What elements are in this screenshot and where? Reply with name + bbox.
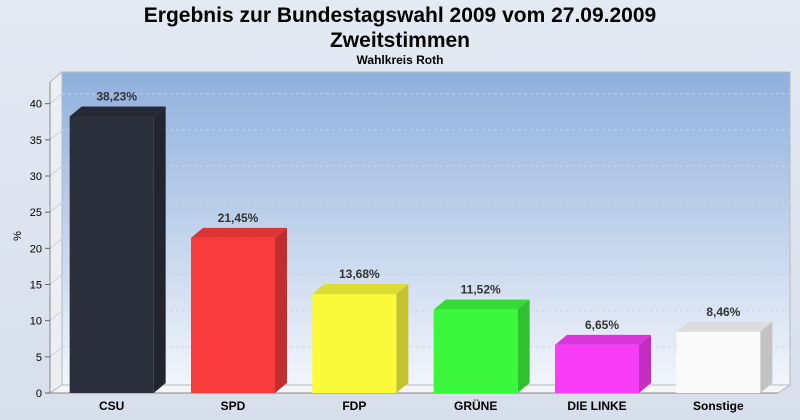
category-label: GRÜNE [454,398,497,413]
bar-side [275,227,287,393]
bar-top [433,299,530,310]
bar [555,334,651,393]
data-label: 38,23% [96,89,137,103]
bar [69,106,166,394]
gridline-wall [49,310,63,322]
bar-side [153,106,166,394]
data-labels: 38,23% 21,45% 13,68% 11,52% 6,65% 8,46% [96,89,740,331]
bar-side [517,299,530,393]
y-tick-label: 35 [30,135,42,147]
plot-area [61,71,791,386]
bar-front [69,116,154,394]
y-axis-label: % [12,231,24,241]
category-label: Sonstige [693,399,744,413]
category-label: DIE LINKE [567,399,626,413]
bar-top [555,334,651,345]
y-tick-label: 40 [30,99,42,111]
y-tick-label: 30 [30,171,42,183]
gridline-wall [49,201,63,213]
y-tick-label: 20 [30,243,42,255]
gridline-wall [49,237,63,249]
gridline-wall [49,165,63,177]
bar-front [555,344,639,393]
y-tick-label: 25 [30,207,42,219]
chart-title: Ergebnis zur Bundestagswahl 2009 vom 27.… [144,4,656,27]
category-labels: CSU SPD FDP GRÜNE DIE LINKE Sonstige [99,398,744,413]
y-tick-label: 15 [30,280,42,292]
bar-side [639,334,651,393]
bar [676,321,773,393]
category-label: FDP [342,399,366,413]
bar-front [312,294,397,393]
gridlines [49,93,790,358]
data-label: 13,68% [339,267,380,281]
bar [433,299,530,393]
category-label: CSU [99,399,124,413]
left-wall [49,70,63,394]
y-tick-label: 0 [36,388,42,400]
bar-top [676,321,773,332]
gridline-wall [49,274,63,285]
bar-top [312,284,409,295]
y-axis-ticks: 0 5 10 15 20 25 30 35 40 [30,99,50,400]
bar [312,284,409,393]
y-tick-label: 10 [30,316,42,328]
category-label: SPD [221,399,246,413]
bar-front [191,237,275,393]
bar-front [433,309,518,393]
chart-subtitle: Wahlkreis Roth [357,53,444,67]
bar-front [676,331,761,393]
bar-side [760,321,773,393]
gridline-wall [49,346,63,358]
data-label: 8,46% [706,305,740,319]
bar-top [69,106,166,117]
y-tick-label: 5 [36,352,42,364]
bar-top [191,227,287,238]
gridline-wall [49,93,63,105]
gridline-wall [49,129,63,141]
data-label: 11,52% [461,283,501,297]
data-label: 6,65% [585,318,619,332]
chart-title-line2: Zweitstimmen [330,29,470,52]
bar [191,227,287,393]
bars [69,106,773,394]
data-label: 21,45% [218,211,259,225]
bar-side [396,284,409,393]
